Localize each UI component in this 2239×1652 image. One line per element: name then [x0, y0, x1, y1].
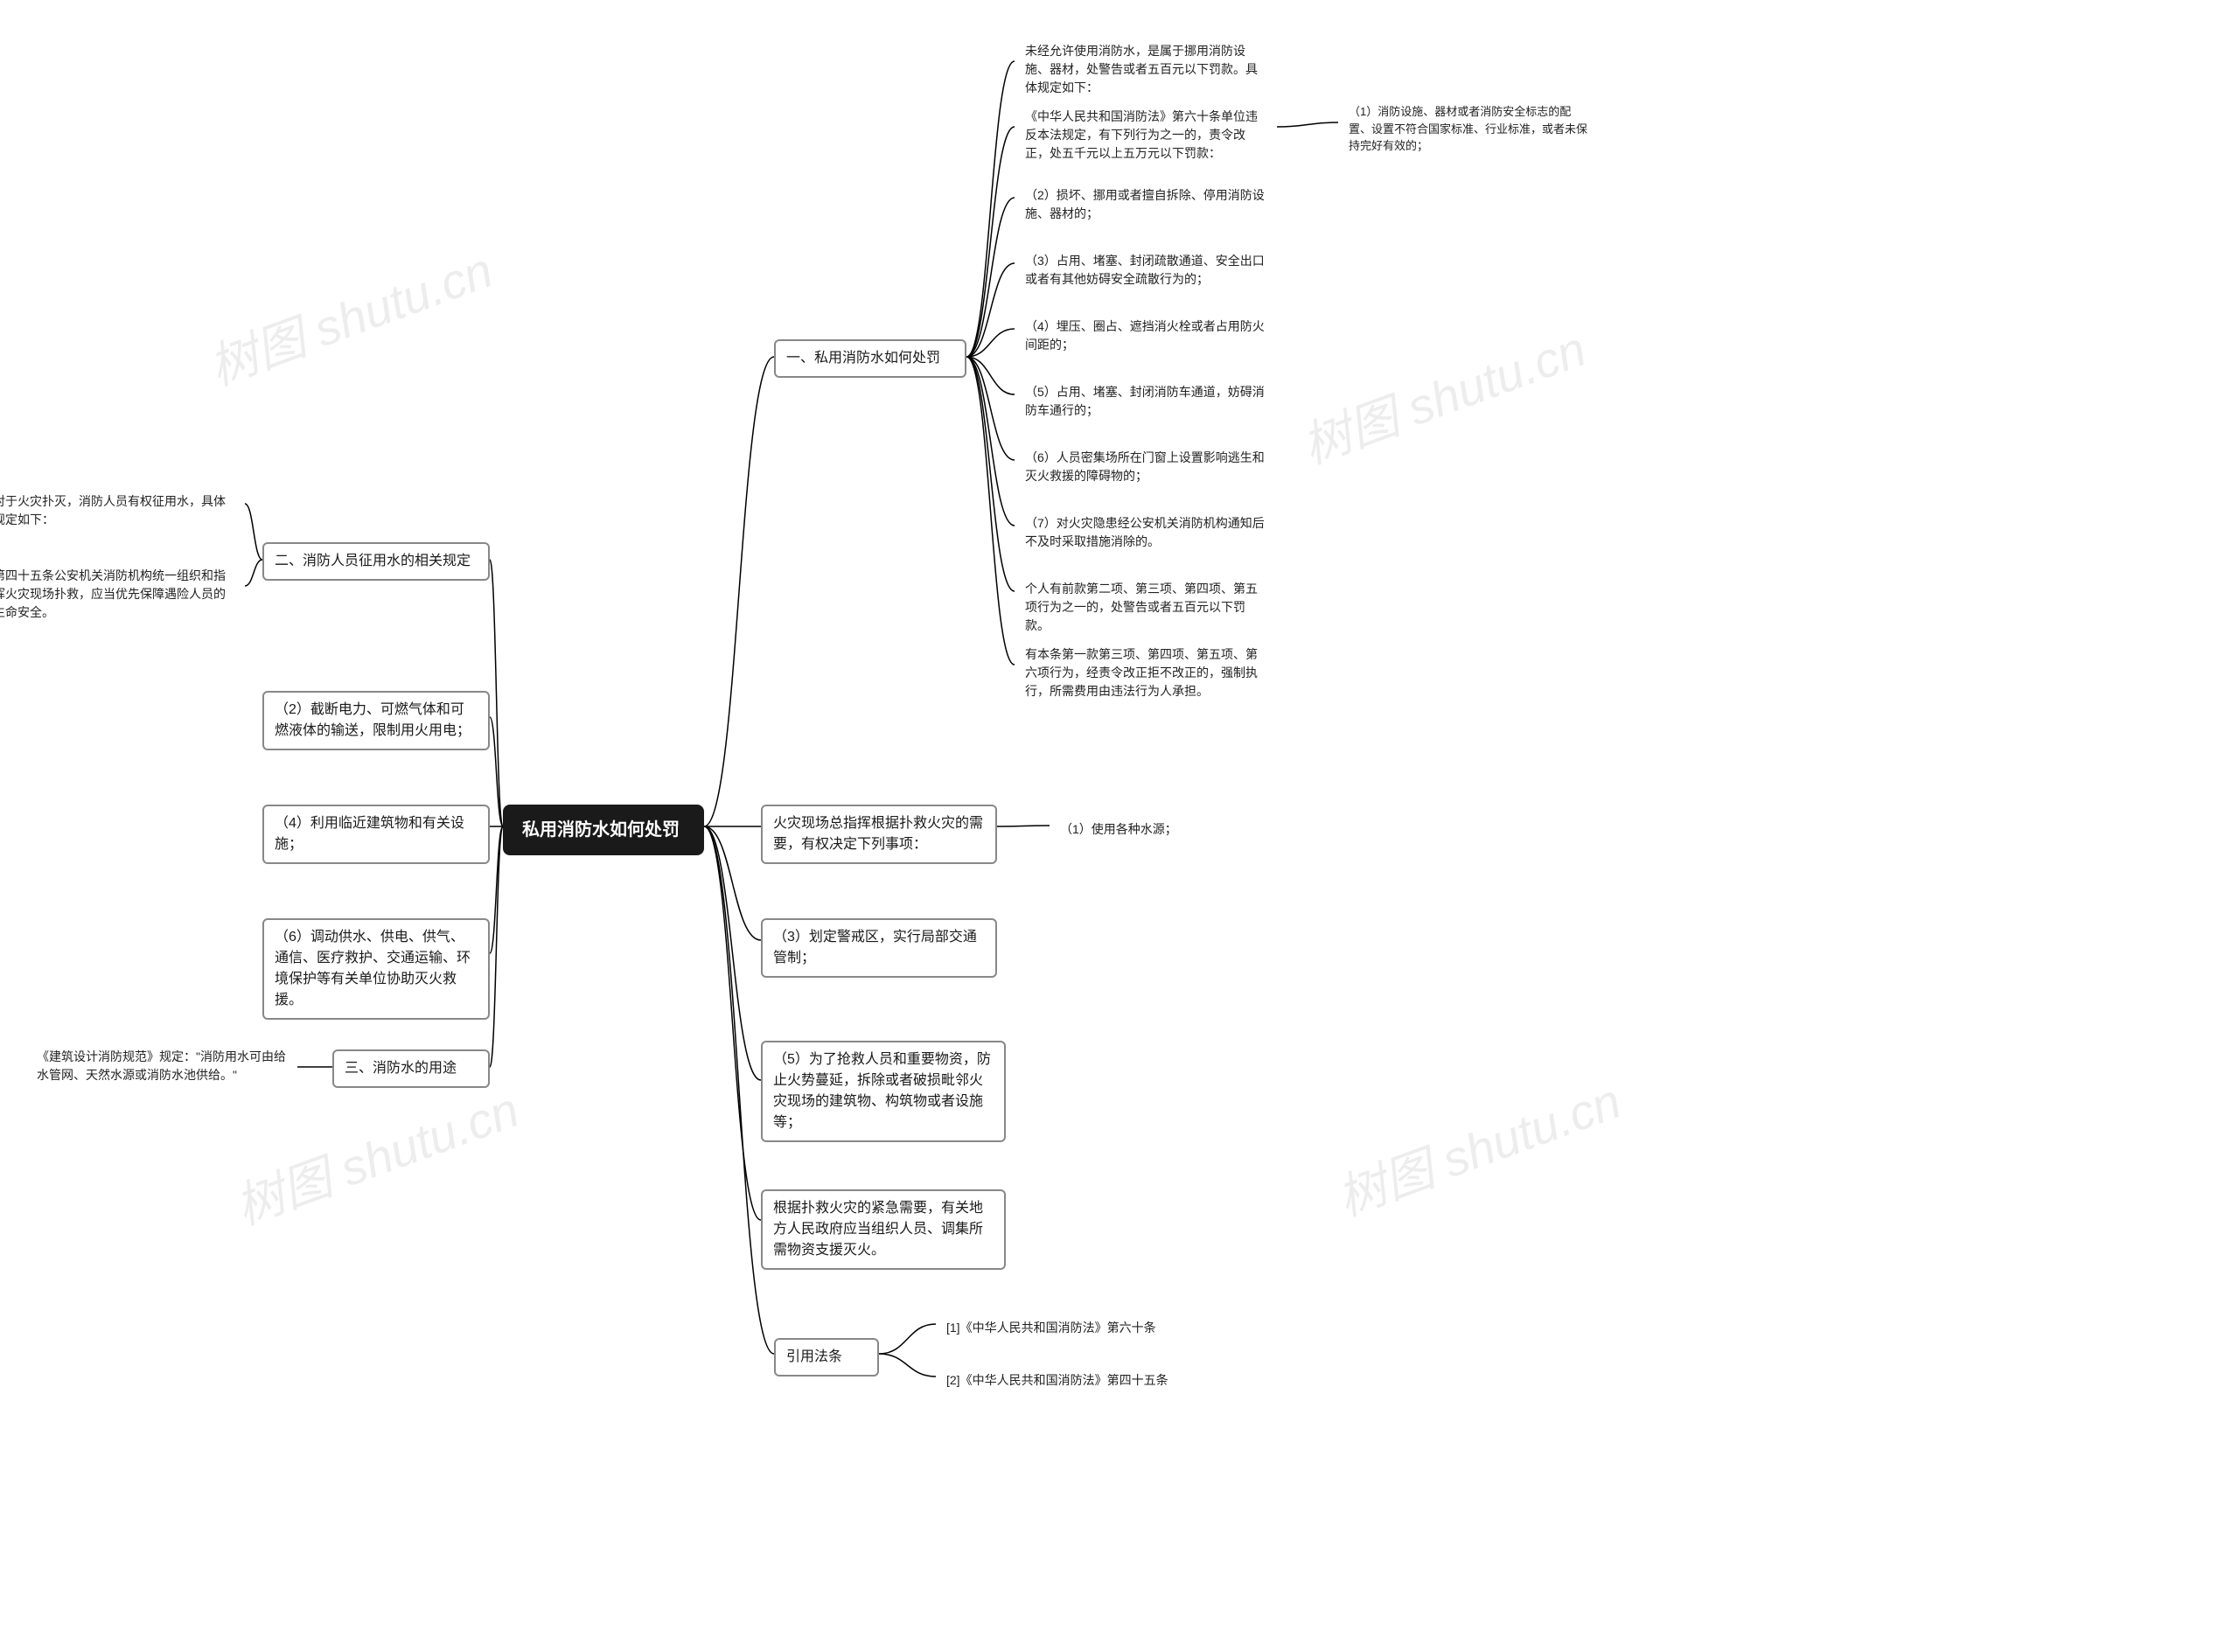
node-n1f[interactable]: （5）占用、堵塞、封闭消防车通道，妨碍消防车通行的；: [1015, 376, 1277, 427]
node-n3[interactable]: 三、消防水的用途: [332, 1049, 490, 1088]
edge: [966, 357, 1015, 591]
node-n1j[interactable]: 有本条第一款第三项、第四项、第五项、第六项行为，经责令改正拒不改正的，强制执行，…: [1015, 638, 1277, 708]
edge: [490, 717, 503, 826]
edge: [1277, 122, 1338, 127]
mindmap-canvas: 私用消防水如何处罚 一、私用消防水如何处罚 未经允许使用消防水，是属于挪用消防设施、…: [0, 0, 2239, 1652]
edge: [966, 357, 1015, 460]
edge: [879, 1324, 936, 1354]
node-n1[interactable]: 一、私用消防水如何处罚: [774, 339, 966, 378]
node-n1c[interactable]: （2）损坏、挪用或者擅自拆除、停用消防设施、器材的；: [1015, 179, 1277, 230]
node-nC[interactable]: （5）为了抢救人员和重要物资，防止火势蔓延，拆除或者破损毗邻火灾现场的建筑物、构…: [761, 1041, 1006, 1142]
edge: [704, 826, 761, 1220]
node-nE2[interactable]: [2]《中华人民共和国消防法》第四十五条: [936, 1364, 1198, 1397]
node-n2b[interactable]: 第四十五条公安机关消防机构统一组织和指挥火灾现场扑救，应当优先保障遇险人员的生命…: [0, 560, 245, 629]
node-n1b[interactable]: 《中华人民共和国消防法》第六十条单位违反本法规定，有下列行为之一的，责令改正，处…: [1015, 101, 1277, 170]
edge: [245, 560, 262, 586]
edge: [966, 329, 1015, 357]
root-node[interactable]: 私用消防水如何处罚: [503, 805, 704, 855]
edge: [704, 826, 761, 1080]
node-n3a[interactable]: 《建筑设计消防规范》规定："消防用水可由给水管网、天然水源或消防水池供给。": [26, 1041, 297, 1091]
edge: [966, 357, 1015, 394]
node-nE[interactable]: 引用法条: [774, 1338, 879, 1377]
edge: [704, 826, 761, 940]
edge: [245, 504, 262, 560]
node-nA[interactable]: 火灾现场总指挥根据扑救火灾的需要，有权决定下列事项：: [761, 805, 997, 864]
edge: [490, 826, 503, 1067]
node-n1e[interactable]: （4）埋压、圈占、遮挡消火栓或者占用防火间距的；: [1015, 310, 1277, 361]
edge: [879, 1354, 936, 1377]
watermark: 树图 shutu.cn: [198, 231, 501, 399]
edge: [966, 127, 1015, 357]
node-n1g[interactable]: （6）人员密集场所在门窗上设置影响逃生和灭火救援的障碍物的；: [1015, 442, 1277, 492]
edge: [966, 263, 1015, 357]
edge: [966, 198, 1015, 357]
edge: [966, 357, 1015, 526]
node-n1d[interactable]: （3）占用、堵塞、封闭疏散通道、安全出口或者有其他妨碍安全疏散行为的；: [1015, 245, 1277, 296]
node-nB[interactable]: （3）划定警戒区，实行局部交通管制；: [761, 918, 997, 978]
node-n1b1[interactable]: （1）消防设施、器材或者消防安全标志的配置、设置不符合国家标准、行业标准，或者未…: [1338, 96, 1601, 162]
node-n2a[interactable]: 对于火灾扑灭，消防人员有权征用水，具体规定如下：: [0, 485, 245, 536]
node-nE1[interactable]: [1]《中华人民共和国消防法》第六十条: [936, 1312, 1198, 1344]
node-nL2[interactable]: （2）截断电力、可燃气体和可燃液体的输送，限制用火用电；: [262, 691, 490, 750]
node-nD[interactable]: 根据扑救火灾的紧急需要，有关地方人民政府应当组织人员、调集所需物资支援灭火。: [761, 1189, 1006, 1270]
edge: [704, 357, 774, 826]
node-n2[interactable]: 二、消防人员征用水的相关规定: [262, 542, 490, 581]
node-n1i[interactable]: 个人有前款第二项、第三项、第四项、第五项行为之一的，处警告或者五百元以下罚款。: [1015, 573, 1277, 642]
node-n1h[interactable]: （7）对火灾隐患经公安机关消防机构通知后不及时采取措施消除的。: [1015, 507, 1277, 558]
edge: [490, 826, 503, 953]
edge: [966, 61, 1015, 357]
watermark: 树图 shutu.cn: [1291, 310, 1594, 477]
node-n1a[interactable]: 未经允许使用消防水，是属于挪用消防设施、器材，处警告或者五百元以下罚款。具体规定…: [1015, 35, 1277, 104]
node-nA1[interactable]: （1）使用各种水源；: [1050, 813, 1224, 846]
watermark: 树图 shutu.cn: [1326, 1062, 1629, 1230]
node-nL6[interactable]: （6）调动供水、供电、供气、通信、医疗救护、交通运输、环境保护等有关单位协助灭火…: [262, 918, 490, 1020]
edge: [966, 357, 1015, 665]
node-nL4[interactable]: （4）利用临近建筑物和有关设施；: [262, 805, 490, 864]
edge: [490, 560, 503, 826]
watermark: 树图 shutu.cn: [224, 1070, 527, 1238]
